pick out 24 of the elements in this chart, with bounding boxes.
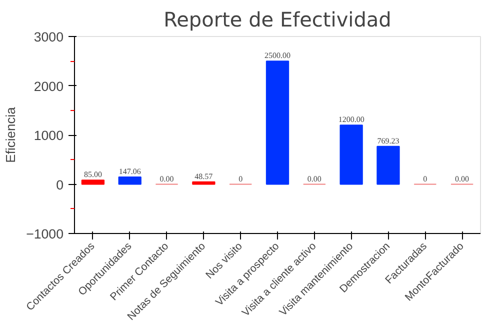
data-label: 0 — [423, 174, 428, 184]
bar — [192, 181, 216, 185]
data-label: 1200.00 — [338, 115, 364, 124]
bar — [340, 124, 363, 185]
data-label: 85.00 — [84, 170, 102, 180]
data-label: 48.57 — [194, 172, 213, 181]
data-label: 0 — [238, 174, 243, 184]
data-label: 0.00 — [455, 174, 470, 184]
data-label: 0.00 — [160, 174, 174, 184]
bar — [376, 146, 400, 185]
y-tick-label: 0 — [56, 177, 64, 192]
y-tick-label: 1000 — [34, 128, 64, 143]
data-label: 0.00 — [307, 174, 322, 184]
bar — [266, 60, 290, 185]
y-tick-label: 2000 — [34, 78, 64, 94]
data-label: 769.23 — [377, 136, 400, 146]
chart-title: Reporte de Efectividad — [164, 8, 392, 32]
data-label: 2500.00 — [264, 51, 290, 60]
bar — [81, 180, 105, 185]
y-axis-title: Eficiencia — [3, 106, 18, 163]
bar — [118, 176, 142, 185]
y-tick-label: −1000 — [26, 226, 64, 242]
data-label: 147.06 — [118, 167, 141, 176]
y-tick-label: 3000 — [34, 30, 64, 44]
